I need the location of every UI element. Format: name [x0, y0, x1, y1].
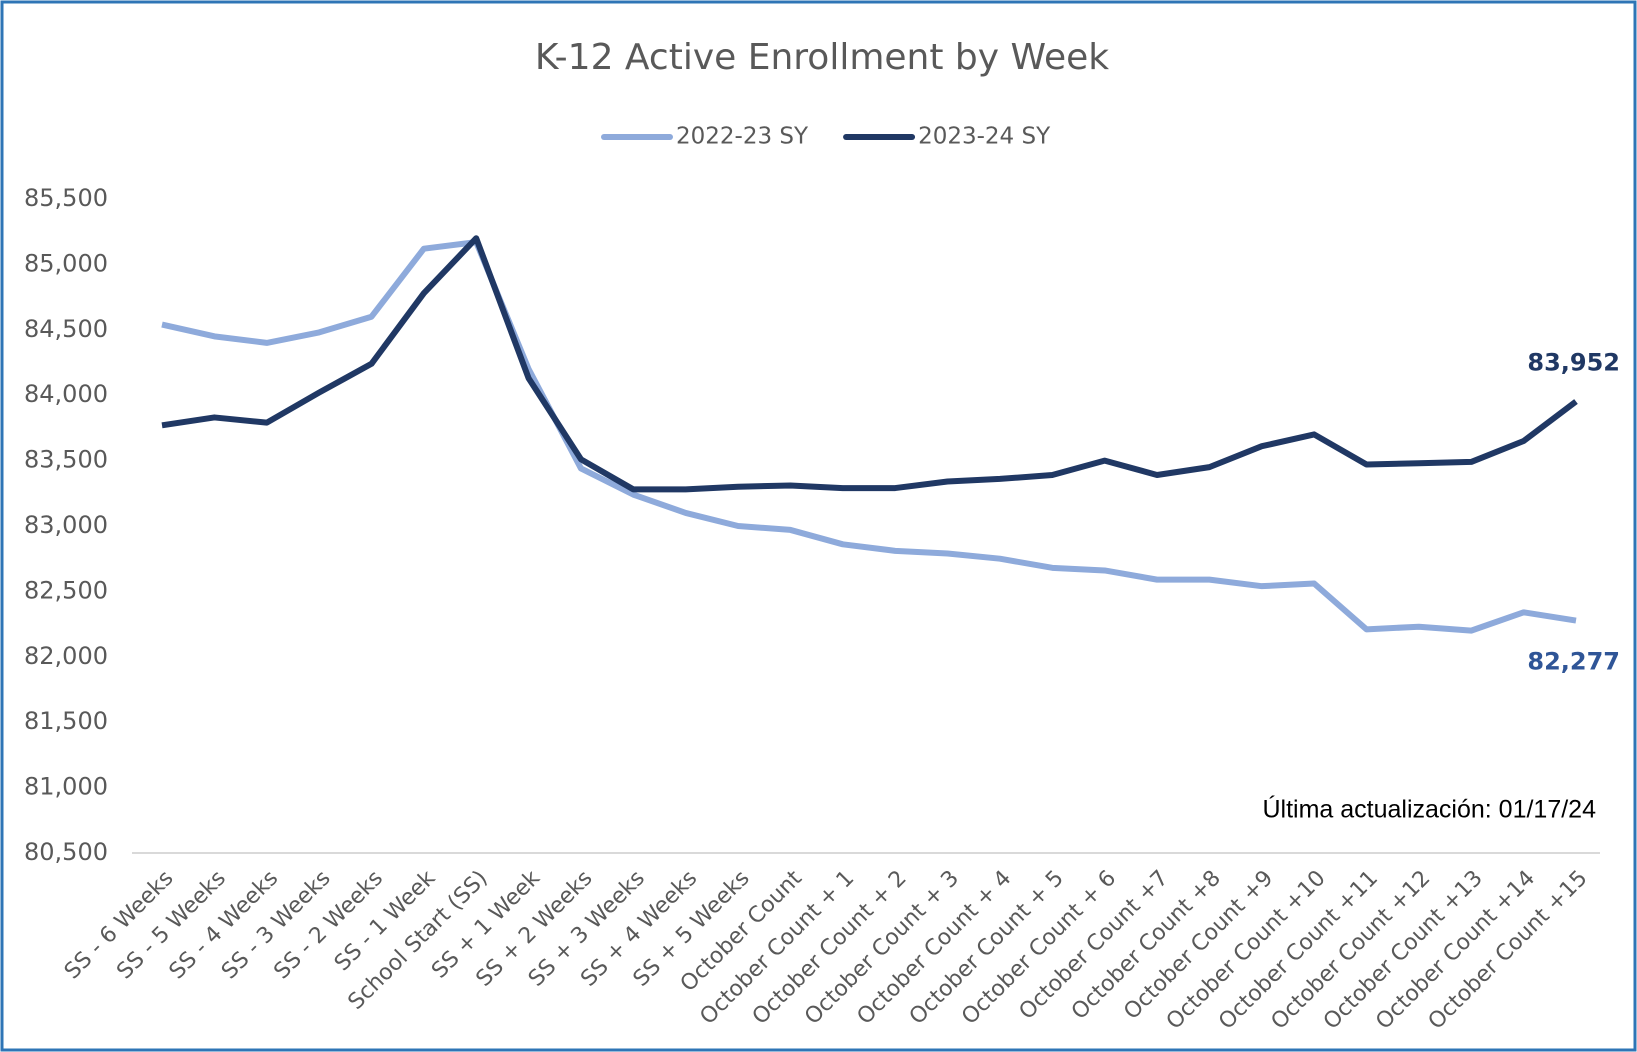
y-tick-label: 83,000 — [24, 511, 108, 539]
legend-label: 2023-24 SY — [918, 124, 1051, 150]
annotation: Última actualización: 01/17/24 — [1262, 795, 1596, 824]
y-tick-label: 82,000 — [24, 642, 108, 670]
chart-title: K-12 Active Enrollment by Week — [535, 37, 1109, 78]
y-tick-label: 84,500 — [24, 315, 108, 343]
y-tick-label: 81,000 — [24, 773, 108, 801]
y-tick-label: 81,500 — [24, 707, 108, 735]
y-tick-label: 80,500 — [24, 838, 108, 866]
y-tick-label: 83,500 — [24, 446, 108, 474]
y-tick-label: 84,000 — [24, 380, 108, 408]
y-tick-label: 85,500 — [24, 184, 108, 212]
y-tick-label: 85,000 — [24, 249, 108, 277]
series-line — [161, 235, 1578, 493]
data-label: 82,277 — [1527, 648, 1620, 676]
y-tick-label: 82,500 — [24, 576, 108, 604]
data-label: 83,952 — [1527, 348, 1620, 376]
legend-label: 2022-23 SY — [676, 124, 809, 150]
series-line — [161, 239, 1577, 634]
